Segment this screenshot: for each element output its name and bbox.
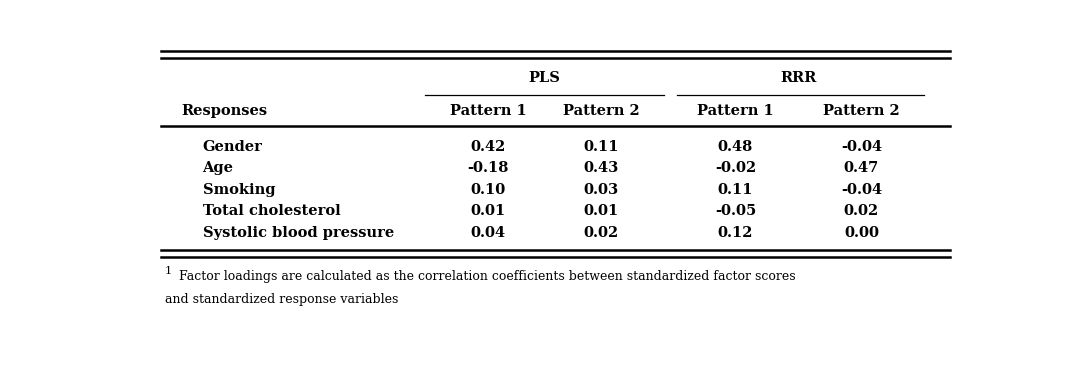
Text: 0.11: 0.11	[718, 182, 754, 197]
Text: -0.05: -0.05	[715, 204, 756, 218]
Text: Age: Age	[203, 161, 234, 175]
Text: Pattern 1: Pattern 1	[449, 104, 526, 118]
Text: 0.47: 0.47	[844, 161, 879, 175]
Text: 0.10: 0.10	[470, 182, 506, 197]
Text: 0.04: 0.04	[470, 226, 506, 240]
Text: -0.02: -0.02	[715, 161, 756, 175]
Text: 0.01: 0.01	[584, 204, 618, 218]
Text: Smoking: Smoking	[203, 182, 275, 197]
Text: Pattern 2: Pattern 2	[563, 104, 640, 118]
Text: 0.00: 0.00	[844, 226, 879, 240]
Text: -0.04: -0.04	[840, 140, 882, 154]
Text: Responses: Responses	[182, 104, 268, 118]
Text: 0.43: 0.43	[584, 161, 618, 175]
Text: -0.18: -0.18	[467, 161, 509, 175]
Text: RRR: RRR	[780, 71, 817, 85]
Text: Total cholesterol: Total cholesterol	[203, 204, 340, 218]
Text: Pattern 2: Pattern 2	[823, 104, 900, 118]
Text: 0.48: 0.48	[718, 140, 753, 154]
Text: Systolic blood pressure: Systolic blood pressure	[203, 226, 394, 240]
Text: Pattern 1: Pattern 1	[697, 104, 774, 118]
Text: 0.12: 0.12	[718, 226, 754, 240]
Text: 1: 1	[165, 266, 172, 276]
Text: 0.01: 0.01	[470, 204, 506, 218]
Text: PLS: PLS	[529, 71, 560, 85]
Text: 0.11: 0.11	[584, 140, 619, 154]
Text: Gender: Gender	[203, 140, 262, 154]
Text: Factor loadings are calculated as the correlation coefficients between standardi: Factor loadings are calculated as the co…	[179, 270, 796, 283]
Text: 0.03: 0.03	[584, 182, 618, 197]
Text: 0.42: 0.42	[470, 140, 506, 154]
Text: and standardized response variables: and standardized response variables	[165, 293, 399, 306]
Text: -0.04: -0.04	[840, 182, 882, 197]
Text: 0.02: 0.02	[844, 204, 879, 218]
Text: 0.02: 0.02	[584, 226, 618, 240]
